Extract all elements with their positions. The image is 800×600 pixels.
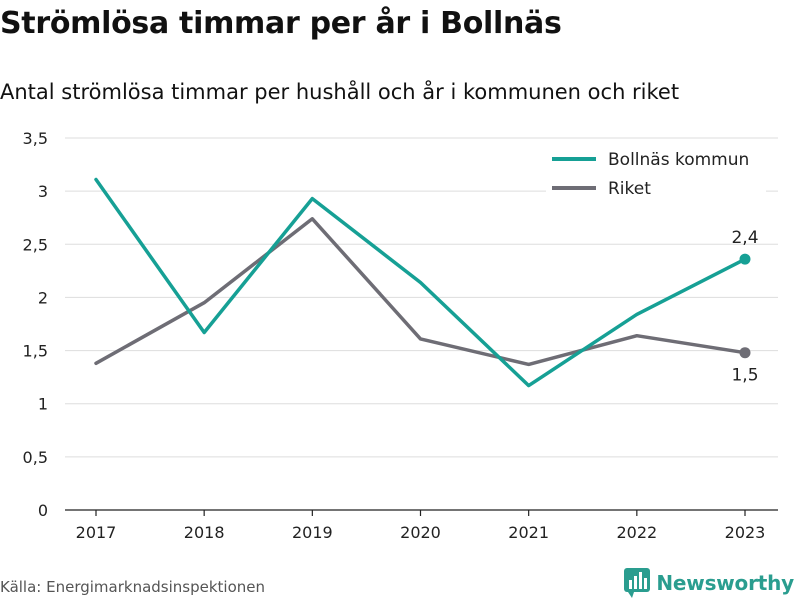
end-point-riket	[739, 347, 751, 359]
y-tick-label: 3,5	[23, 129, 48, 148]
y-tick-label: 0,5	[23, 448, 48, 467]
x-tick-label: 2019	[292, 523, 333, 542]
x-tick-label: 2022	[616, 523, 657, 542]
data-labels: 2,4 1,5	[731, 228, 758, 386]
chart-title: Strömlösa timmar per år i Bollnäs	[0, 6, 562, 41]
bar-chart-logo-icon	[624, 568, 651, 598]
legend: Bollnäs kommun Riket	[546, 145, 766, 207]
x-tick-label: 2021	[508, 523, 549, 542]
line-chart: 0 0,5 1 1,5 2 2,5 3 3,5 2017 2018 2019 2020 2021 2022…	[23, 129, 778, 542]
y-tick-label: 0	[38, 501, 48, 520]
y-tick-label: 1	[38, 395, 48, 414]
legend-label: Riket	[608, 179, 651, 199]
y-tick-label: 2	[38, 288, 48, 307]
end-point-bolln-s-kommun	[739, 253, 751, 265]
y-tick-label: 3	[38, 182, 48, 201]
y-tick-label: 2,5	[23, 235, 48, 254]
x-tick-label: 2018	[184, 523, 225, 542]
brand-logo[interactable]: Newsworthy	[624, 568, 794, 598]
source-note: Källa: Energimarknadsinspektionen	[0, 578, 266, 596]
axes: 0 0,5 1 1,5 2 2,5 3 3,5 2017 2018 2019 2020 2021 2022…	[23, 129, 778, 542]
series-line-riket	[94, 217, 747, 367]
x-tick-label: 2023	[725, 523, 766, 542]
brand-name: Newsworthy	[656, 571, 794, 595]
chart-subtitle: Antal strömlösa timmar per hushåll och å…	[0, 80, 680, 104]
x-tick-label: 2017	[76, 523, 117, 542]
series-line-bolln-s-kommun	[94, 177, 747, 388]
legend-background	[546, 145, 766, 207]
y-tick-label: 1,5	[23, 342, 48, 361]
legend-label: Bollnäs kommun	[608, 150, 749, 170]
x-tick-label: 2020	[400, 523, 441, 542]
end-value-label: 1,5	[731, 366, 758, 386]
end-value-label: 2,4	[731, 228, 758, 248]
series-lines	[94, 177, 751, 388]
